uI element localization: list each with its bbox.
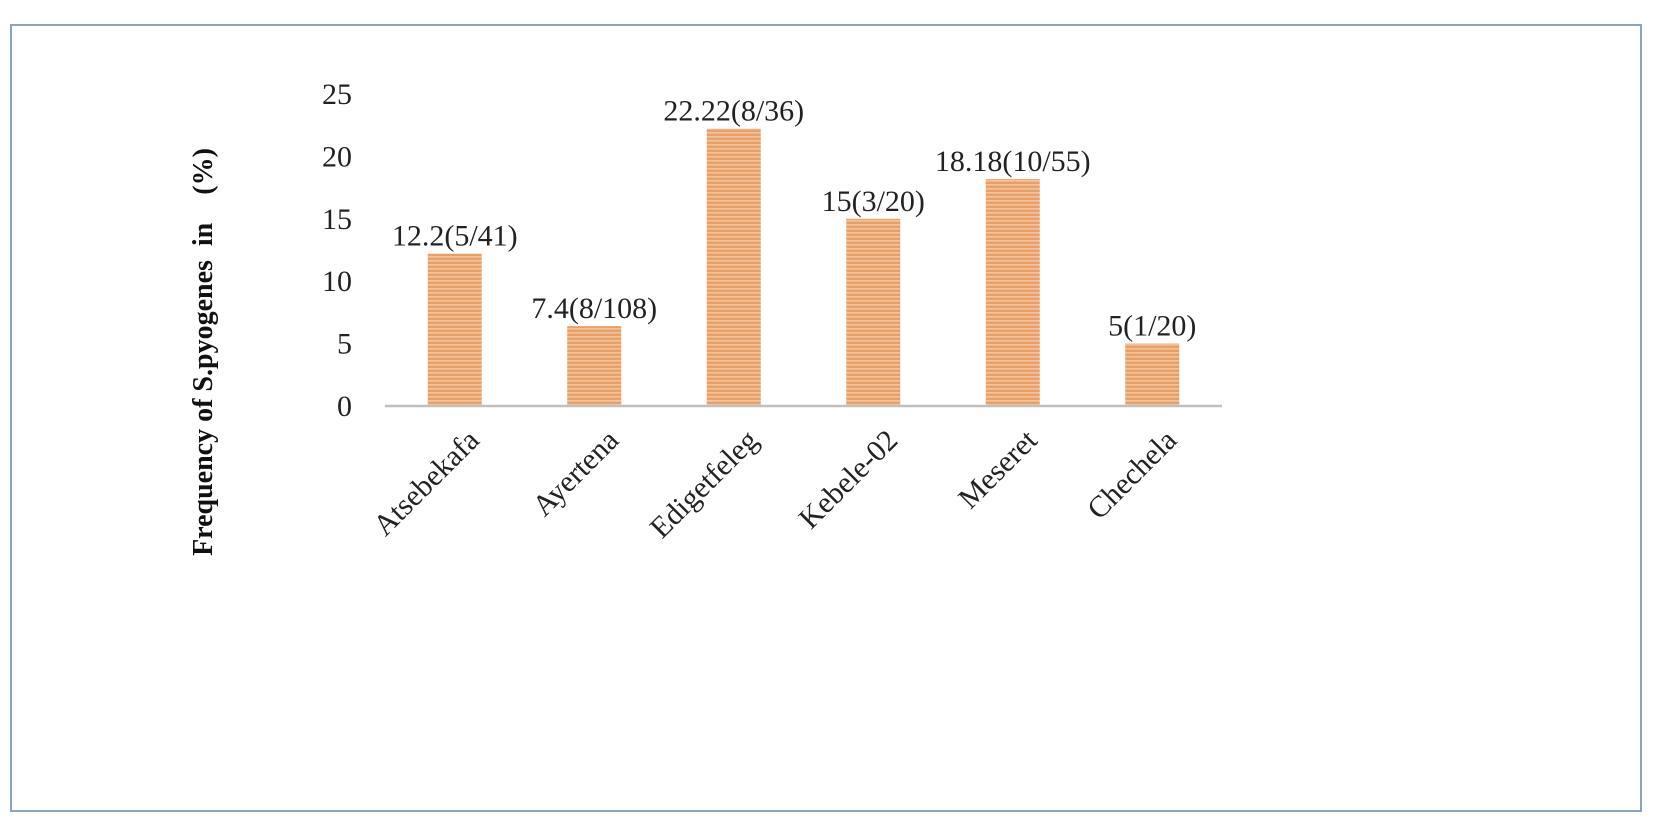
y-tick-label: 10 bbox=[322, 265, 352, 298]
data-label: 7.4(8/108) bbox=[531, 292, 657, 325]
chart-frame bbox=[10, 24, 1642, 812]
x-tick-label: Atsebekafa bbox=[367, 424, 486, 543]
data-labels-group: 12.2(5/41) 7.4(8/108) 22.22(8/36) 15(3/20) 1… bbox=[392, 95, 1197, 343]
y-tick-label: 20 bbox=[322, 140, 352, 173]
data-label: 15(3/20) bbox=[822, 185, 925, 218]
data-label: 22.22(8/36) bbox=[663, 95, 804, 128]
data-label: 18.18(10/55) bbox=[935, 145, 1091, 178]
x-tick-label: Meseret bbox=[952, 423, 1044, 515]
y-tick-label: 15 bbox=[322, 203, 352, 236]
bar-atsebekafa bbox=[427, 253, 482, 406]
bar-meseret bbox=[985, 179, 1040, 406]
bar-chechela bbox=[1125, 343, 1180, 406]
bars-group bbox=[427, 128, 1180, 406]
bar-edigetfeleg bbox=[706, 128, 761, 406]
x-tick-label: Kebele-02 bbox=[793, 424, 905, 536]
y-axis-ticks: 0 5 10 15 20 25 bbox=[322, 78, 352, 423]
bar-kebele-02 bbox=[846, 218, 901, 406]
y-tick-label: 5 bbox=[337, 328, 352, 361]
x-tick-label: Edigetfeleg bbox=[644, 424, 765, 545]
data-label: 12.2(5/41) bbox=[392, 220, 518, 253]
x-tick-label: Ayertena bbox=[526, 424, 625, 523]
y-tick-label: 0 bbox=[337, 390, 352, 423]
data-label: 5(1/20) bbox=[1108, 310, 1196, 343]
x-axis-ticks: Atsebekafa Ayertena Edigetfeleg Kebele-02 Me… bbox=[367, 423, 1183, 545]
y-axis-label: Frequency of S.pyogenes in (%) bbox=[188, 148, 219, 556]
y-tick-label: 25 bbox=[322, 78, 352, 111]
x-tick-label: Chechela bbox=[1081, 424, 1183, 526]
bar-ayertena bbox=[567, 326, 622, 406]
